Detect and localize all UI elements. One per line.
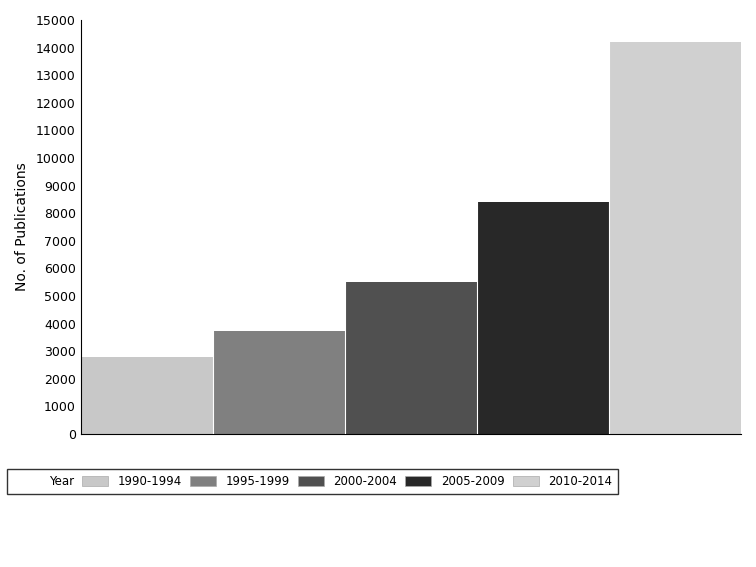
Bar — [345, 282, 477, 434]
Y-axis label: No. of Publications: No. of Publications — [15, 163, 29, 291]
Bar — [81, 357, 212, 434]
Bar — [477, 202, 609, 434]
Bar — [609, 42, 741, 434]
Legend: Year, 1990-1994, 1995-1999, 2000-2004, 2005-2009, 2010-2014: Year, 1990-1994, 1995-1999, 2000-2004, 2… — [8, 469, 618, 494]
Bar — [212, 331, 345, 434]
